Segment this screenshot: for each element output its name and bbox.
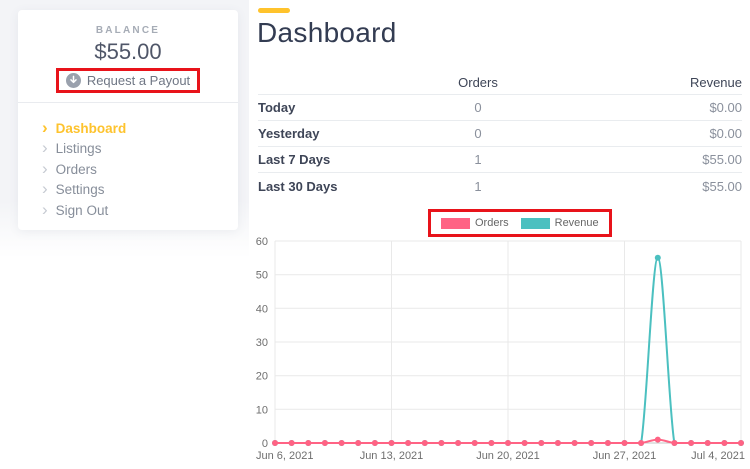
summary-table: Orders Revenue Today 0 $0.00 Yesterday 0… xyxy=(258,70,742,199)
revenue-legend-label: Revenue xyxy=(554,217,599,229)
svg-text:40: 40 xyxy=(256,303,268,315)
svg-text:Jun 6, 2021: Jun 6, 2021 xyxy=(256,450,314,462)
row-revenue-value: $55.00 xyxy=(702,152,742,167)
row-label: Yesterday xyxy=(258,126,320,141)
sidebar-item-listings[interactable]: › Listings xyxy=(42,139,238,160)
svg-text:Jul 4, 2021: Jul 4, 2021 xyxy=(691,450,745,462)
chevron-right-icon: › xyxy=(42,179,48,199)
table-row-last-7-days: Last 7 Days 1 $55.00 xyxy=(258,147,742,173)
row-orders-value: 0 xyxy=(474,100,482,115)
row-orders-value: 1 xyxy=(474,152,482,167)
balance-amount: $55.00 xyxy=(94,39,162,64)
payout-button-label: Request a Payout xyxy=(86,73,191,88)
svg-text:Jun 13, 2021: Jun 13, 2021 xyxy=(360,450,424,462)
nav-label: Settings xyxy=(55,182,105,198)
svg-text:60: 60 xyxy=(256,236,268,248)
nav-label: Dashboard xyxy=(55,120,127,136)
svg-text:20: 20 xyxy=(256,371,268,383)
chevron-right-icon: › xyxy=(42,138,48,158)
row-orders-value: 1 xyxy=(474,178,482,194)
download-circle-icon xyxy=(65,73,81,88)
row-revenue-value: $55.00 xyxy=(702,178,742,194)
orders-revenue-line-chart[interactable]: 0 10 20 30 40 50 60 Jun 6, 2021 Jun 13, 2021 Jun … xyxy=(253,236,747,466)
sidebar-nav: › Dashboard › Listings › Orders › Settin… xyxy=(18,103,238,221)
sidebar-divider xyxy=(18,102,238,103)
nav-label: Orders xyxy=(55,161,97,177)
table-row-last-30-days: Last 30 Days 1 $55.00 xyxy=(258,173,742,199)
row-label: Today xyxy=(258,100,296,115)
row-revenue-value: $0.00 xyxy=(709,100,742,115)
revenue-legend-swatch xyxy=(520,217,550,229)
legend-item-orders[interactable]: Orders xyxy=(441,217,509,229)
legend-highlight-box: Orders Revenue xyxy=(428,209,612,237)
sidebar-item-settings[interactable]: › Settings xyxy=(42,180,238,201)
svg-text:Jun 20, 2021: Jun 20, 2021 xyxy=(476,450,540,462)
row-revenue-value: $0.00 xyxy=(709,126,742,141)
sidebar-item-dashboard[interactable]: › Dashboard xyxy=(42,118,238,139)
sidebar-item-sign-out[interactable]: › Sign Out xyxy=(42,200,238,221)
table-header-row: Orders Revenue xyxy=(258,70,742,95)
chevron-right-icon: › xyxy=(42,158,48,178)
chevron-right-icon: › xyxy=(42,117,48,137)
svg-text:0: 0 xyxy=(262,438,268,450)
balance-label: BALANCE xyxy=(95,25,161,36)
table-row-today: Today 0 $0.00 xyxy=(258,95,742,121)
svg-text:Jun 27, 2021: Jun 27, 2021 xyxy=(593,450,657,462)
svg-text:50: 50 xyxy=(256,270,268,282)
sidebar-item-orders[interactable]: › Orders xyxy=(42,159,238,180)
page-title: Dashboard xyxy=(257,17,397,48)
nav-label: Sign Out xyxy=(55,202,109,218)
request-payout-button[interactable]: Request a Payout xyxy=(65,73,191,88)
balance-card: BALANCE $55.00 Request a Payout › Dashbo… xyxy=(18,10,238,230)
chevron-right-icon: › xyxy=(42,199,48,219)
table-row-yesterday: Yesterday 0 $0.00 xyxy=(258,121,742,147)
legend-item-revenue[interactable]: Revenue xyxy=(520,217,599,229)
nav-label: Listings xyxy=(55,141,102,157)
orders-column-header: Orders xyxy=(458,74,498,90)
svg-text:30: 30 xyxy=(256,337,268,349)
payout-highlight-box: Request a Payout xyxy=(55,68,201,93)
orders-legend-label: Orders xyxy=(475,217,509,229)
row-orders-value: 0 xyxy=(474,126,482,141)
row-label: Last 7 Days xyxy=(258,152,331,167)
revenue-column-header: Revenue xyxy=(689,74,742,90)
row-label: Last 30 Days xyxy=(258,178,338,194)
svg-text:10: 10 xyxy=(256,404,268,416)
title-accent-bar xyxy=(258,8,290,13)
orders-legend-swatch xyxy=(441,217,470,229)
